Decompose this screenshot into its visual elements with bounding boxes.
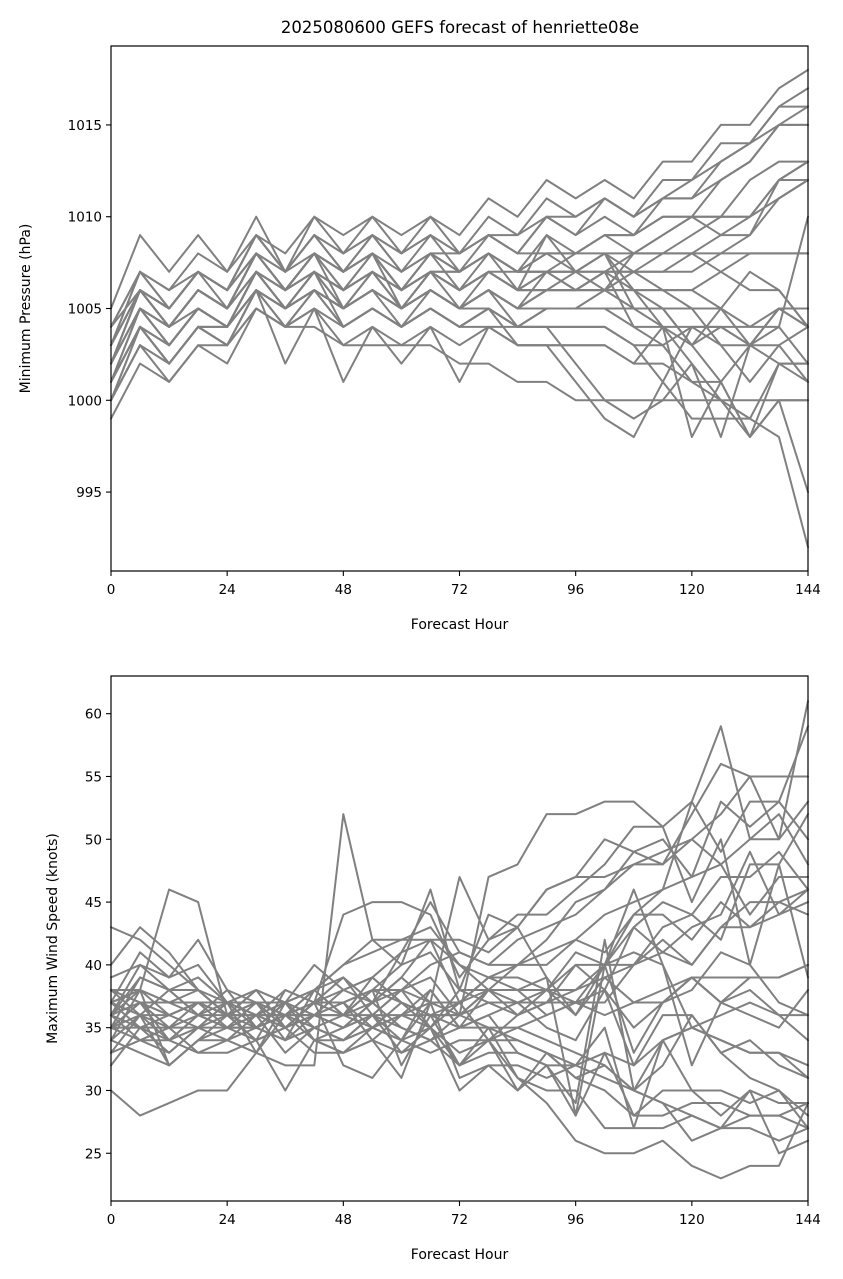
wind-x-tick-label: 120 (679, 1212, 705, 1228)
pressure-x-tick-label: 96 (567, 582, 584, 598)
wind-y-tick-label: 35 (85, 1021, 102, 1037)
pressure-x-tick-label: 24 (219, 582, 236, 598)
pressure-member-lines (110, 68, 809, 549)
pressure-x-ticks: 0 24 48 72 96 120 144 (107, 571, 821, 598)
pressure-member-line-26 (110, 105, 809, 347)
wind-y-tick-label: 30 (85, 1083, 102, 1099)
pressure-panel: 0 24 48 72 96 120 144 995 1000 1005 1010 1015 Fore… (18, 45, 821, 633)
wind-member-lines (110, 700, 809, 1180)
wind-y-ticks: 25 30 35 40 45 50 55 60 (85, 707, 111, 1162)
pressure-member-line-12 (110, 307, 809, 402)
wind-y-tick-label: 25 (85, 1146, 102, 1162)
wind-y-tick-label: 45 (85, 895, 102, 911)
pressure-y-axis-label: Minimum Pressure (hPa) (18, 224, 34, 394)
wind-x-tick-label: 24 (219, 1212, 236, 1228)
pressure-x-tick-label: 144 (795, 582, 821, 598)
pressure-x-tick-label: 48 (335, 582, 352, 598)
wind-member-line-28 (110, 875, 809, 1079)
wind-y-tick-label: 55 (85, 769, 102, 785)
pressure-member-line-29 (110, 270, 809, 402)
wind-y-tick-label: 40 (85, 958, 102, 974)
pressure-y-tick-label: 1005 (68, 302, 102, 318)
wind-y-tick-label: 50 (85, 832, 102, 848)
wind-y-axis-label: Maximum Wind Speed (knots) (45, 833, 61, 1044)
wind-panel: 0 24 48 72 96 120 144 25 30 35 40 45 50 55 60 Forecas… (45, 675, 821, 1263)
wind-member-line-31 (110, 888, 809, 1067)
wind-x-ticks: 0 24 48 72 96 120 144 (107, 1201, 821, 1228)
pressure-member-line-31 (110, 252, 809, 365)
wind-x-tick-label: 72 (451, 1212, 468, 1228)
pressure-x-axis-label: Forecast Hour (411, 617, 509, 633)
wind-x-axis-label: Forecast Hour (411, 1247, 509, 1263)
figure-title: 2025080600 GEFS forecast of henriette08e (281, 18, 639, 37)
pressure-x-tick-label: 72 (451, 582, 468, 598)
wind-member-line-29 (110, 951, 809, 1117)
pressure-x-tick-label: 0 (107, 582, 116, 598)
pressure-y-tick-label: 1015 (68, 118, 102, 134)
wind-x-tick-label: 96 (567, 1212, 584, 1228)
pressure-y-tick-label: 1010 (68, 210, 102, 226)
pressure-y-tick-label: 995 (76, 485, 102, 501)
wind-x-tick-label: 144 (795, 1212, 821, 1228)
pressure-y-ticks: 995 1000 1005 1010 1015 (68, 118, 111, 501)
pressure-x-tick-label: 120 (679, 582, 705, 598)
wind-y-tick-label: 60 (85, 707, 102, 723)
pressure-y-tick-label: 1000 (68, 393, 102, 409)
wind-x-tick-label: 48 (335, 1212, 352, 1228)
wind-x-tick-label: 0 (107, 1212, 116, 1228)
